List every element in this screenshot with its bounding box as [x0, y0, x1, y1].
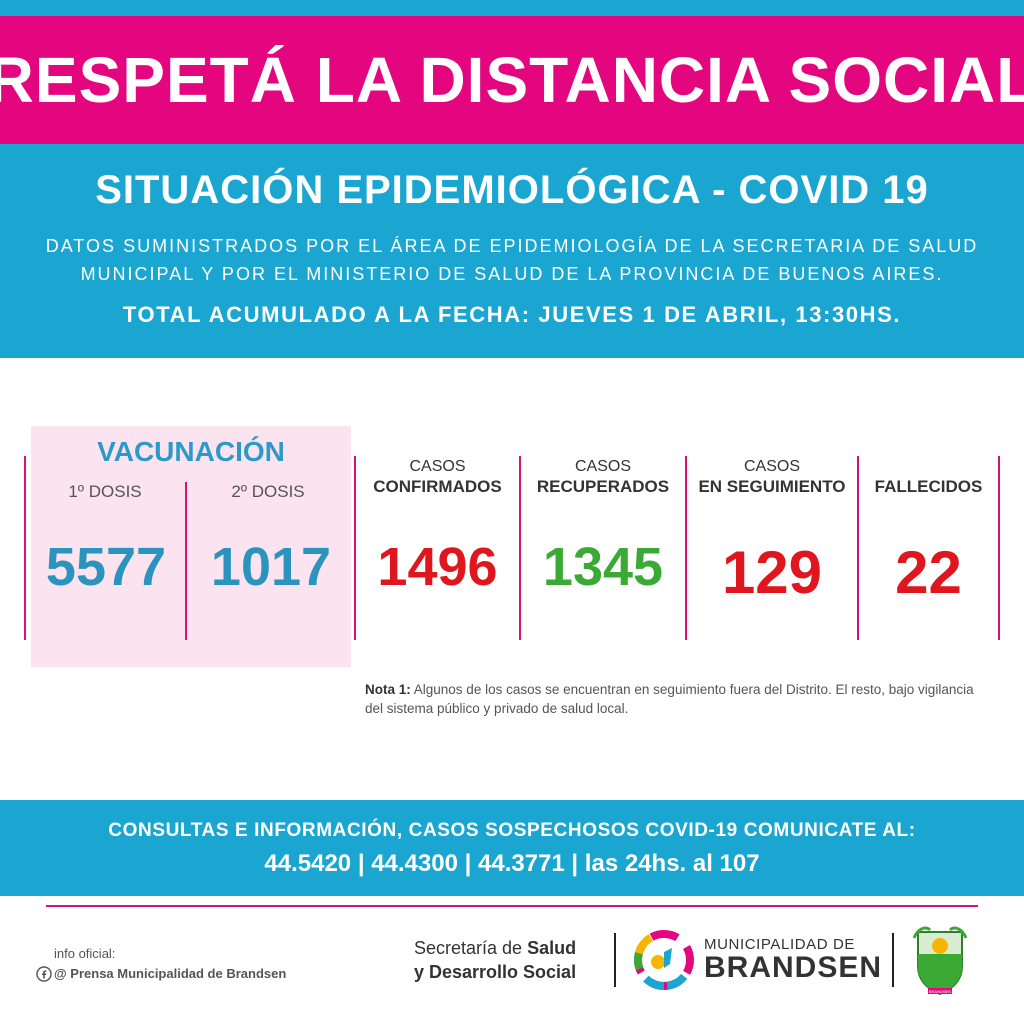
- official-info: info oficial: @ Prensa Municipalidad de …: [36, 944, 286, 984]
- note-label: Nota 1:: [365, 682, 411, 697]
- banner-title: RESPETÁ LA DISTANCIA SOCIAL: [0, 44, 1024, 116]
- note-text: Algunos de los casos se encuentran en se…: [365, 682, 974, 716]
- top-strip: [0, 0, 1024, 16]
- dose2-value: 1017: [210, 537, 332, 597]
- municipalidad-top: MUNICIPALIDAD DE: [704, 936, 856, 953]
- contact-title: CONSULTAS E INFORMACIÓN, CASOS SOSPECHOS…: [108, 820, 916, 841]
- vaccination-panel: [31, 426, 351, 667]
- dose2-label: 2º DOSIS: [231, 482, 305, 501]
- tracking-label: CASOS EN SEGUIMIENTO: [687, 457, 857, 498]
- info-handle: @ Prensa Municipalidad de Brandsen: [54, 966, 287, 981]
- dose1-value: 5577: [45, 537, 167, 597]
- municipalidad-text: MUNICIPALIDAD DE BRANDSEN: [704, 936, 882, 983]
- recovered-label-top: CASOS: [574, 458, 631, 475]
- deceased-label: FALLECIDOS: [859, 457, 998, 498]
- contact-phones: 44.5420 | 44.4300 | 44.3771 | las 24hs. …: [264, 850, 760, 877]
- divider-3: [685, 456, 687, 640]
- info-handle-row: @ Prensa Municipalidad de Brandsen: [36, 964, 286, 984]
- secretaria-bold-2: y Desarrollo Social: [414, 962, 577, 982]
- confirmed-label-top: CASOS: [409, 458, 466, 475]
- divider-right: [998, 456, 1000, 640]
- dose1-label: 1º DOSIS: [68, 482, 142, 501]
- contact-band: CONSULTAS E INFORMACIÓN, CASOS SOSPECHOS…: [0, 800, 1024, 896]
- subtitle: SITUACIÓN EPIDEMIOLÓGICA - COVID 19: [95, 168, 929, 212]
- footer-separator-1: [614, 933, 616, 987]
- shield-emblem-icon: BRANDSEN: [912, 926, 968, 996]
- source-line-1: DATOS SUMINISTRADOS POR EL ÁREA DE EPIDE…: [45, 236, 979, 256]
- footer-separator-2: [892, 933, 894, 987]
- tracking-label-bottom: EN SEGUIMIENTO: [698, 477, 846, 496]
- secretaria-prefix: Secretaría de: [414, 938, 528, 958]
- tracking-value: 129: [721, 539, 823, 606]
- vaccination-title: VACUNACIÓN: [97, 436, 285, 467]
- divider-4: [857, 456, 859, 640]
- recovered-value: 1345: [542, 537, 664, 597]
- source-line-2: MUNICIPAL Y POR EL MINISTERIO DE SALUD D…: [80, 264, 944, 284]
- info-band: SITUACIÓN EPIDEMIOLÓGICA - COVID 19 DATO…: [0, 144, 1024, 358]
- municipalidad-name: BRANDSEN: [704, 951, 883, 984]
- secretaria-line-1: Secretaría de Salud: [414, 936, 576, 960]
- recovered-label-bottom: RECUPERADOS: [536, 477, 670, 496]
- facebook-icon: [36, 966, 52, 982]
- tracking-label-top: CASOS: [743, 458, 800, 475]
- total-date: TOTAL ACUMULADO A LA FECHA: JUEVES 1 DE …: [122, 302, 902, 327]
- footer-divider: [46, 905, 978, 907]
- deceased-label-bottom: FALLECIDOS: [874, 477, 983, 496]
- confirmed-label-bottom: CONFIRMADOS: [373, 477, 502, 496]
- confirmed-value: 1496: [377, 537, 498, 597]
- divider-doses: [185, 482, 187, 640]
- banner: RESPETÁ LA DISTANCIA SOCIAL: [0, 16, 1024, 144]
- confirmed-label: CASOS CONFIRMADOS: [356, 457, 519, 498]
- municipal-logo-icon: [634, 930, 694, 990]
- source-text: DATOS SUMINISTRADOS POR EL ÁREA DE EPIDE…: [40, 232, 984, 288]
- divider-left: [24, 456, 26, 640]
- shield-caption: BRANDSEN: [929, 989, 951, 994]
- recovered-label: CASOS RECUPERADOS: [521, 457, 685, 498]
- info-label: info oficial:: [54, 946, 116, 961]
- deceased-label-top: [859, 457, 998, 477]
- divider-2: [519, 456, 521, 640]
- secretaria-bold-1: Salud: [527, 938, 577, 958]
- deceased-value: 22: [895, 539, 962, 606]
- divider-vacc-right: [354, 456, 356, 640]
- note: Nota 1: Algunos de los casos se encuentr…: [365, 680, 990, 718]
- secretaria-text: Secretaría de Salud y Desarrollo Social: [414, 936, 576, 984]
